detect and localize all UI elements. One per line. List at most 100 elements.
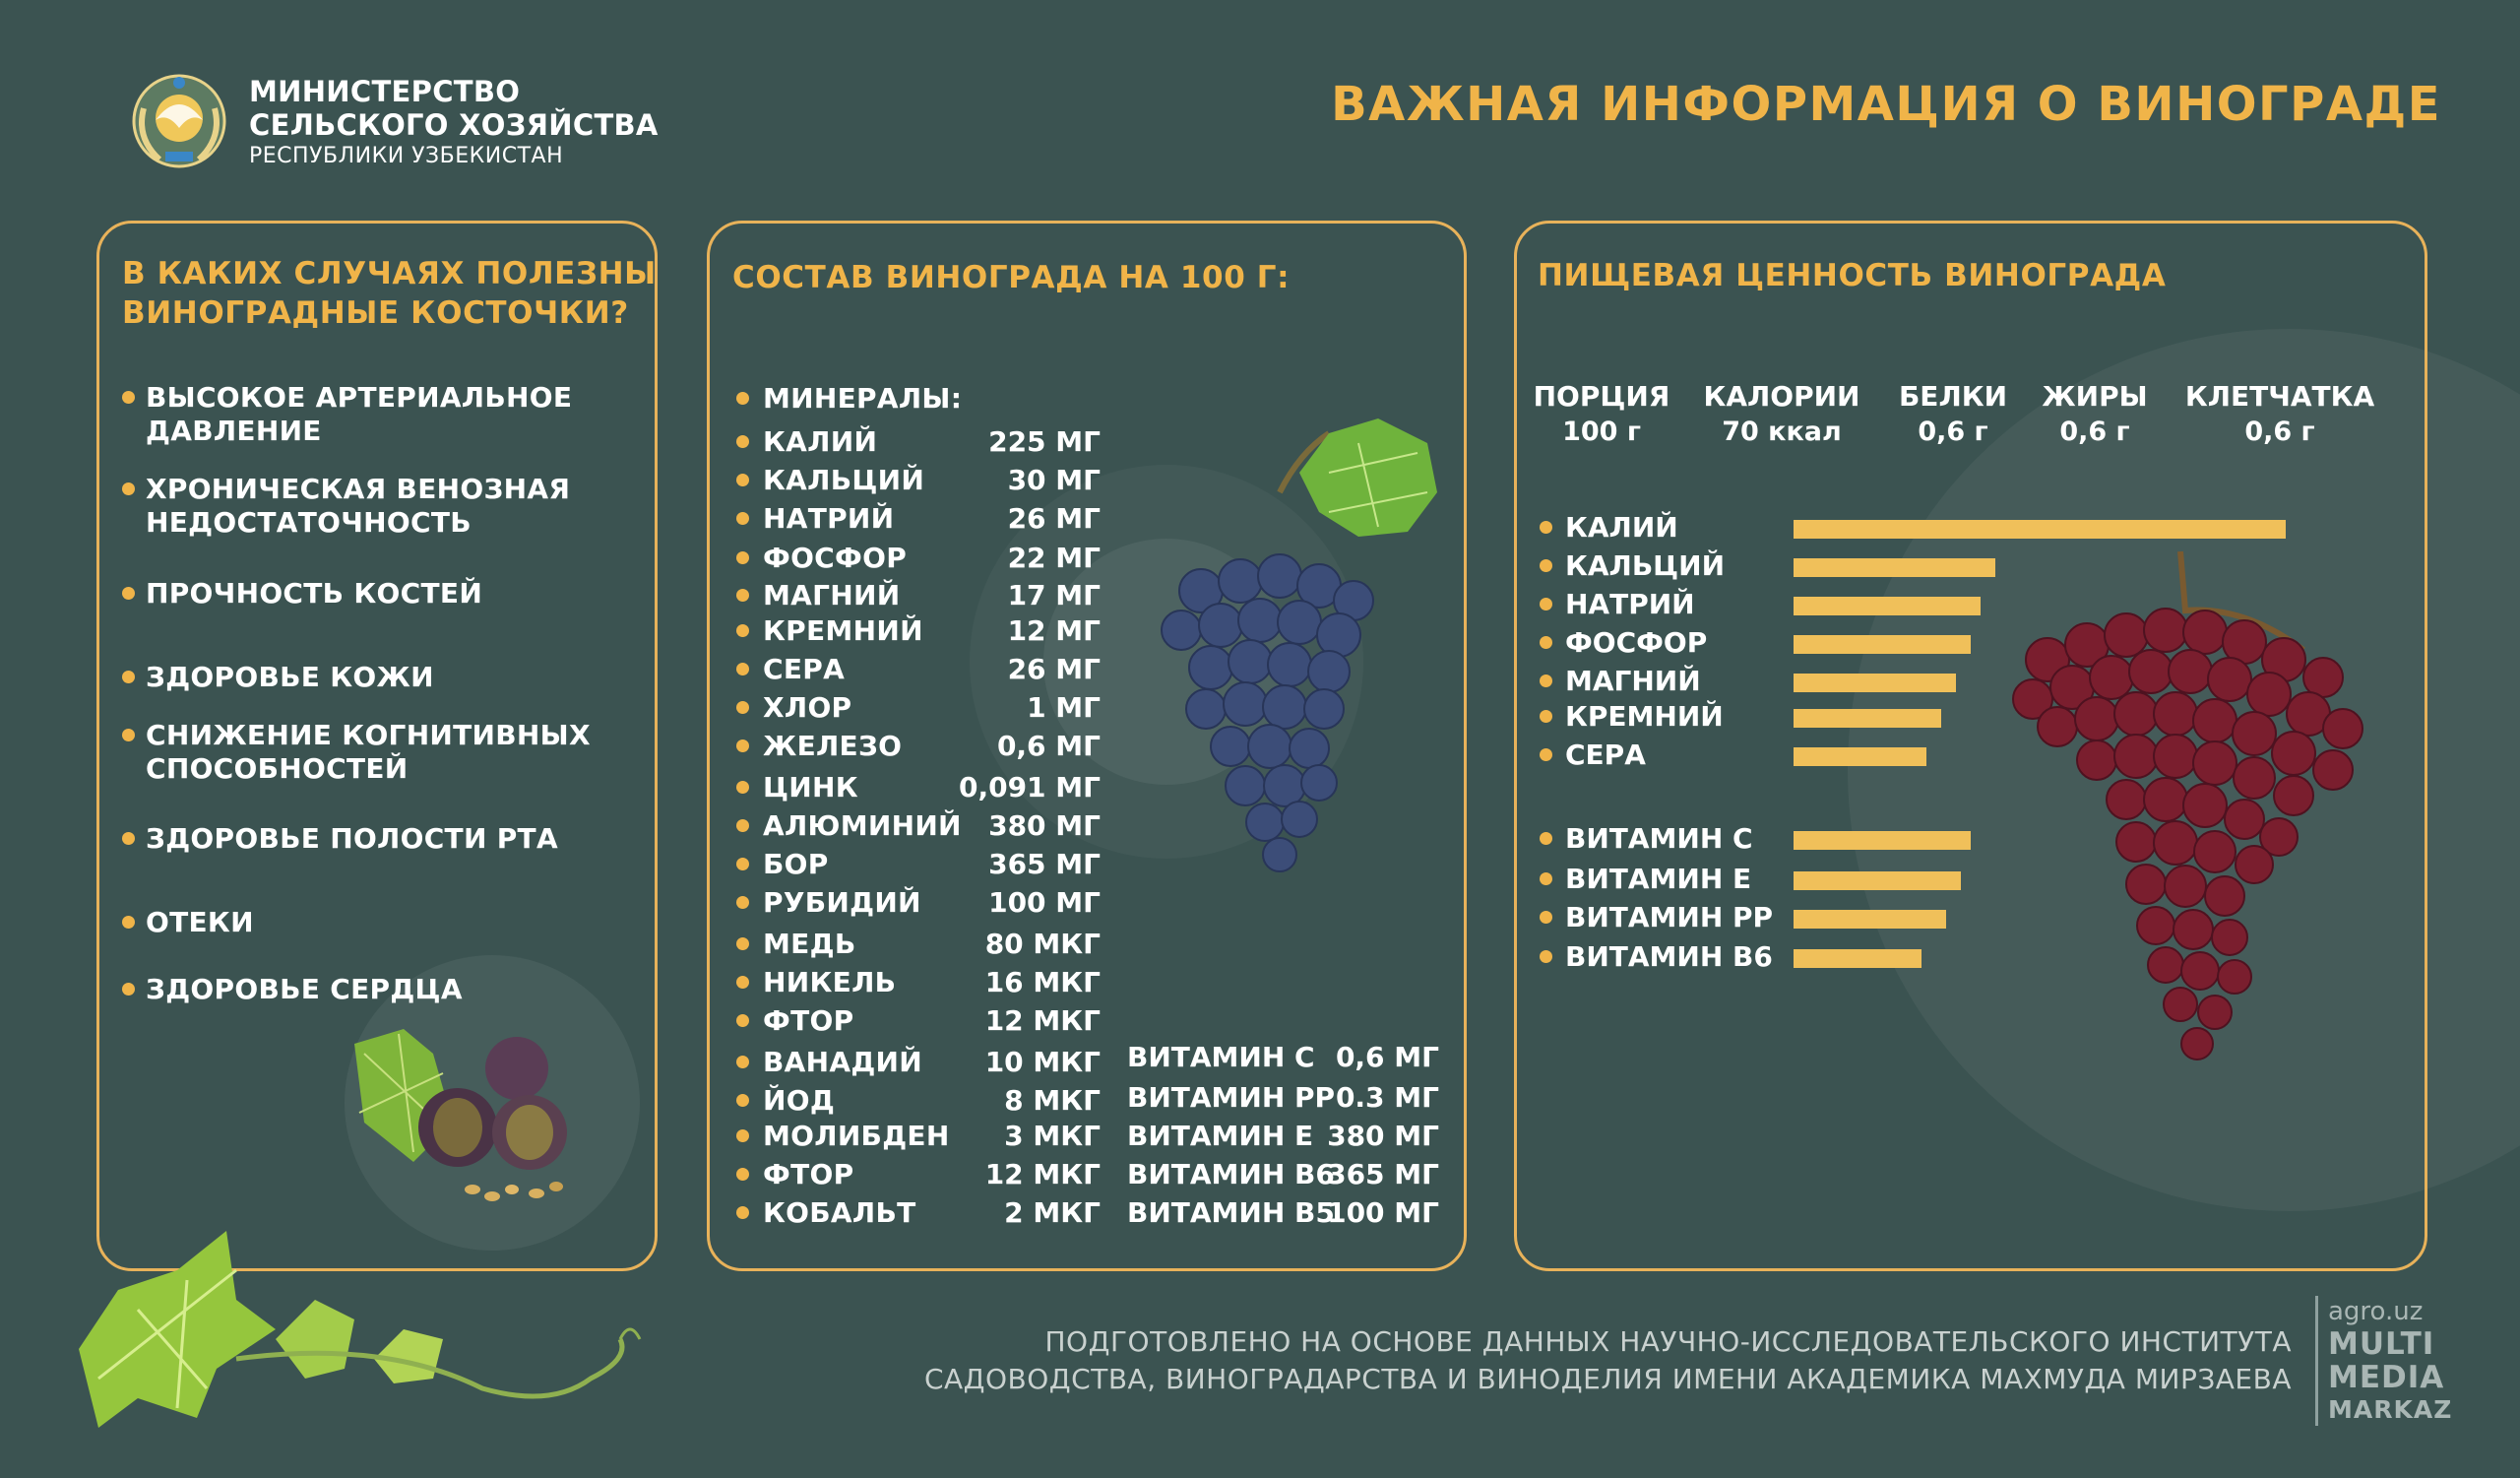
benefit-line: ОТЕКИ [146, 906, 254, 938]
bar [1794, 831, 1971, 850]
bullet-dot [736, 551, 749, 564]
composition-panel [707, 221, 1467, 1271]
mineral-value: 380 МГ [988, 809, 1101, 842]
bullet-dot [1540, 911, 1552, 924]
bullet-dot [1540, 950, 1552, 963]
bullet-dot [122, 391, 135, 404]
bar [1794, 520, 2286, 539]
bullet-dot [736, 474, 749, 486]
benefit-item: ЗДОРОВЬЕ ПОЛОСТИ РТА [146, 822, 558, 856]
composition-panel-title: СОСТАВ ВИНОГРАДА НА 100 Г: [732, 260, 1291, 295]
bullet-dot [736, 624, 749, 637]
mineral-value: 365 МГ [988, 848, 1101, 880]
bullet-dot [736, 819, 749, 832]
benefit-item: ПРОЧНОСТЬ КОСТЕЙ [146, 577, 482, 610]
fact-label: КЛЕТЧАТКА [2184, 380, 2375, 413]
mineral-name: КАЛЬЦИЙ [763, 464, 925, 496]
mineral-name: СЕРА [763, 653, 846, 685]
bullet-dot [736, 976, 749, 989]
ministry-line3: РЕСПУБЛИКИ УЗБЕКИСТАН [249, 144, 564, 168]
bar [1794, 910, 1946, 929]
mineral-value: 30 МГ [1007, 464, 1101, 496]
bar [1794, 949, 1922, 968]
mineral-name: ФОСФОР [763, 542, 908, 574]
brand-line1: MULTI [2328, 1326, 2435, 1362]
source-line1: ПОДГОТОВЛЕНО НА ОСНОВЕ ДАННЫХ НАУЧНО-ИСС… [1044, 1325, 2292, 1358]
source-line2: САДОВОДСТВА, ВИНОГРАДАРСТВА И ВИНОДЕЛИЯ … [923, 1363, 2292, 1395]
grape-seeds-illustration [354, 1029, 567, 1201]
brand-logo: agro.uz MULTI MEDIA MARKAZ [2315, 1296, 2453, 1426]
mineral-name: НИКЕЛЬ [763, 966, 897, 998]
bullet-dot [736, 663, 749, 675]
bullet-dot [1540, 675, 1552, 687]
bullet-dot [736, 739, 749, 752]
bar-label: МАГНИЙ [1565, 665, 1701, 697]
fact-value: 0,6 г [2059, 417, 2130, 447]
bar-label: ВИТАМИН РР [1565, 901, 1774, 933]
mineral-name: НАТРИЙ [763, 502, 895, 535]
fact-value: 0,6 г [2244, 417, 2315, 447]
bar-label: КРЕМНИЙ [1565, 700, 1724, 733]
minerals-header: МИНЕРАЛЫ: [763, 382, 963, 415]
seeds-title-line1: В КАКИХ СЛУЧАЯХ ПОЛЕЗНЫ [122, 256, 657, 291]
bar [1794, 597, 1981, 615]
bar [1794, 674, 1956, 692]
bullet-dot [736, 392, 749, 405]
mineral-name: МАГНИЙ [763, 579, 901, 611]
mineral-value: 16 МКГ [984, 966, 1101, 998]
mineral-value: 17 МГ [1007, 579, 1101, 611]
vitamin-value: 0,6 МГ [1335, 1041, 1439, 1073]
fact-label: ПОРЦИЯ [1533, 380, 1670, 413]
mineral-name: АЛЮМИНИЙ [763, 809, 962, 842]
bar-label: СЕРА [1565, 739, 1646, 771]
seeds-title-line2: ВИНОГРАДНЫЕ КОСТОЧКИ? [122, 295, 629, 331]
bar-label: ВИТАМИН Е [1565, 863, 1752, 895]
mineral-name: КАЛИЙ [763, 425, 878, 458]
benefit-item: ЗДОРОВЬЕ СЕРДЦА [146, 973, 463, 1006]
emblem-icon [132, 74, 226, 168]
mineral-name: ЙОД [763, 1084, 836, 1117]
benefit-item: СНИЖЕНИЕ КОГНИТИВНЫХ СПОСОБНОСТЕЙ [146, 719, 591, 786]
mineral-value: 1 МГ [1027, 691, 1101, 724]
benefit-line: ЗДОРОВЬЕ СЕРДЦА [146, 973, 463, 1005]
benefit-item: ХРОНИЧЕСКАЯ ВЕНОЗНАЯ НЕДОСТАТОЧНОСТЬ [146, 473, 570, 540]
bullet-dot [1540, 598, 1552, 610]
benefit-line: СНИЖЕНИЕ КОГНИТИВНЫХ [146, 719, 591, 751]
bullet-dot [1540, 872, 1552, 885]
mineral-name: ХЛОР [763, 691, 852, 724]
bullet-dot [736, 781, 749, 794]
bar-label: ВИТАМИН С [1565, 822, 1753, 855]
brand-line3: MARKAZ [2328, 1395, 2453, 1424]
bullet-dot [736, 937, 749, 950]
benefit-item: ЗДОРОВЬЕ КОЖИ [146, 661, 434, 694]
bullet-dot [736, 1094, 749, 1107]
vitamin-value: 365 МГ [1327, 1158, 1439, 1190]
red-grape-cluster-illustration [2012, 551, 2363, 1060]
fact-label: КАЛОРИИ [1703, 380, 1860, 413]
seeds-panel-title: В КАКИХ СЛУЧАЯХ ПОЛЕЗНЫ ВИНОГРАДНЫЕ КОСТ… [122, 254, 657, 333]
bar [1794, 709, 1941, 728]
mineral-name: ФТОР [763, 1158, 854, 1190]
mineral-name: МОЛИБДЕН [763, 1120, 950, 1152]
mineral-value: 26 МГ [1007, 502, 1101, 535]
vitamin-value: 0.3 МГ [1335, 1081, 1439, 1114]
bar [1794, 871, 1961, 890]
bullet-dot [122, 983, 135, 996]
mineral-value: 3 МКГ [1004, 1120, 1101, 1152]
vine-leaves-decoration [79, 1231, 642, 1428]
benefit-line: ХРОНИЧЕСКАЯ ВЕНОЗНАЯ [146, 473, 571, 505]
bullet-dot [1540, 559, 1552, 572]
benefit-item: ВЫСОКОЕ АРТЕРИАЛЬНОЕ ДАВЛЕНИЕ [146, 381, 572, 448]
benefit-line: ДАВЛЕНИЕ [146, 415, 322, 447]
mineral-value: 10 МКГ [984, 1046, 1101, 1078]
mineral-name: БОР [763, 848, 829, 880]
bullet-dot [736, 589, 749, 602]
brand-line2: MEDIA [2328, 1360, 2445, 1395]
bullet-dot [1540, 710, 1552, 723]
mineral-value: 12 МГ [1007, 614, 1101, 647]
mineral-value: 12 МКГ [984, 1158, 1101, 1190]
bullet-dot [736, 1206, 749, 1219]
vitamin-name: ВИТАМИН Е [1127, 1120, 1314, 1152]
vitamin-name: ВИТАМИН РР [1127, 1081, 1336, 1114]
bullet-dot [736, 701, 749, 714]
